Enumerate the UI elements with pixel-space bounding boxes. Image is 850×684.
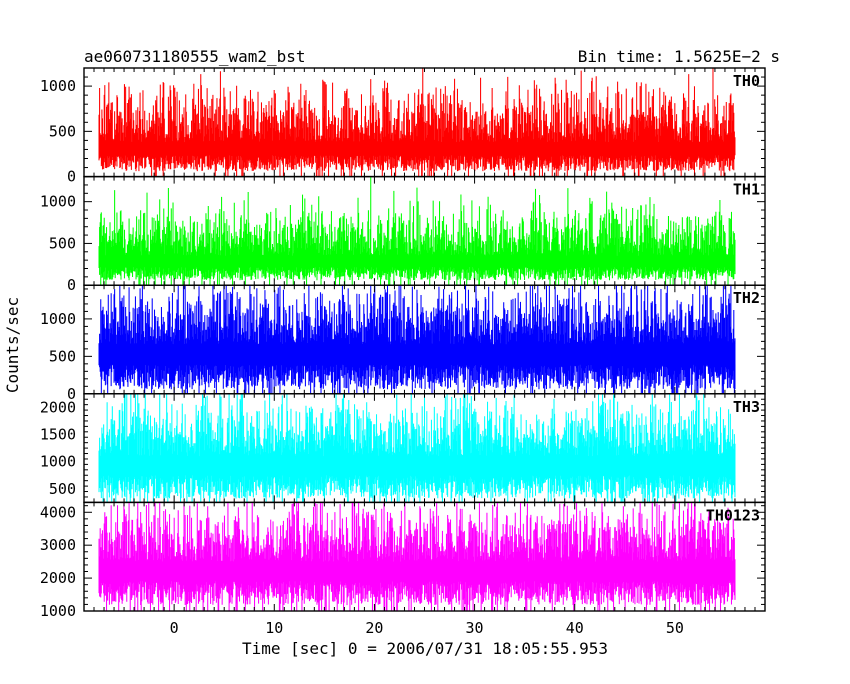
chart-title: ae060731180555_wam2_bst [84, 47, 306, 66]
panel-th0: 0 500 1000 TH0 [40, 67, 766, 186]
y-tick-label: 1000 [40, 310, 76, 328]
series-label-th2: TH2 [733, 289, 760, 307]
series-th1-curve [98, 176, 736, 286]
y-tick-label: 500 [49, 122, 76, 140]
y-tick-label: 1000 [40, 193, 76, 211]
y-tick-label: 2000 [40, 569, 76, 587]
y-tick-label: 0 [67, 276, 76, 294]
x-tick-label: 30 [466, 619, 484, 637]
x-tick-label: 40 [566, 619, 584, 637]
series-th0123-curve [98, 502, 736, 611]
y-axis-label: Counts/sec [3, 297, 22, 393]
y-tick-label: 500 [49, 347, 76, 365]
x-tick-label: 10 [265, 619, 283, 637]
series-th0-curve [98, 68, 736, 177]
series-label-th3: TH3 [733, 398, 760, 416]
series-th3-curve [98, 393, 736, 503]
series-th0-core [99, 142, 735, 154]
series-th2-core [99, 344, 735, 363]
series-th0123-core [99, 561, 735, 580]
x-tick-label: 20 [365, 619, 383, 637]
x-tick-label: 0 [170, 619, 179, 637]
y-tick-label: 3000 [40, 536, 76, 554]
panel-th0123: 1000 2000 3000 4000 TH0123 [40, 501, 766, 620]
series-th3-core [99, 456, 735, 474]
series-label-th0123: TH0123 [706, 506, 760, 524]
bin-time-label: Bin time: 1.5625E−2 s [578, 47, 780, 66]
y-tick-label: 1500 [40, 426, 76, 444]
series-label-th1: TH1 [733, 181, 760, 199]
x-tick-label: 50 [666, 619, 684, 637]
y-tick-label: 0 [67, 168, 76, 186]
y-tick-label: 2000 [40, 398, 76, 416]
y-tick-label: 1000 [40, 453, 76, 471]
panel-th3: 500 1000 1500 2000 TH3 [40, 393, 766, 504]
panel-th2: 0 500 1000 TH2 [40, 284, 766, 403]
x-axis-label: Time [sec] 0 = 2006/07/31 18:05:55.953 [242, 639, 608, 658]
series-label-th0: TH0 [733, 72, 760, 90]
y-tick-label: 0 [67, 385, 76, 403]
y-tick-label: 4000 [40, 503, 76, 521]
series-th2-curve [98, 285, 736, 394]
y-tick-label: 500 [49, 480, 76, 498]
y-tick-label: 1000 [40, 602, 76, 620]
panel-th1: 0 500 1000 TH1 [40, 175, 766, 294]
series-th1-core [99, 255, 735, 266]
y-tick-label: 1000 [40, 77, 76, 95]
y-tick-label: 500 [49, 234, 76, 252]
